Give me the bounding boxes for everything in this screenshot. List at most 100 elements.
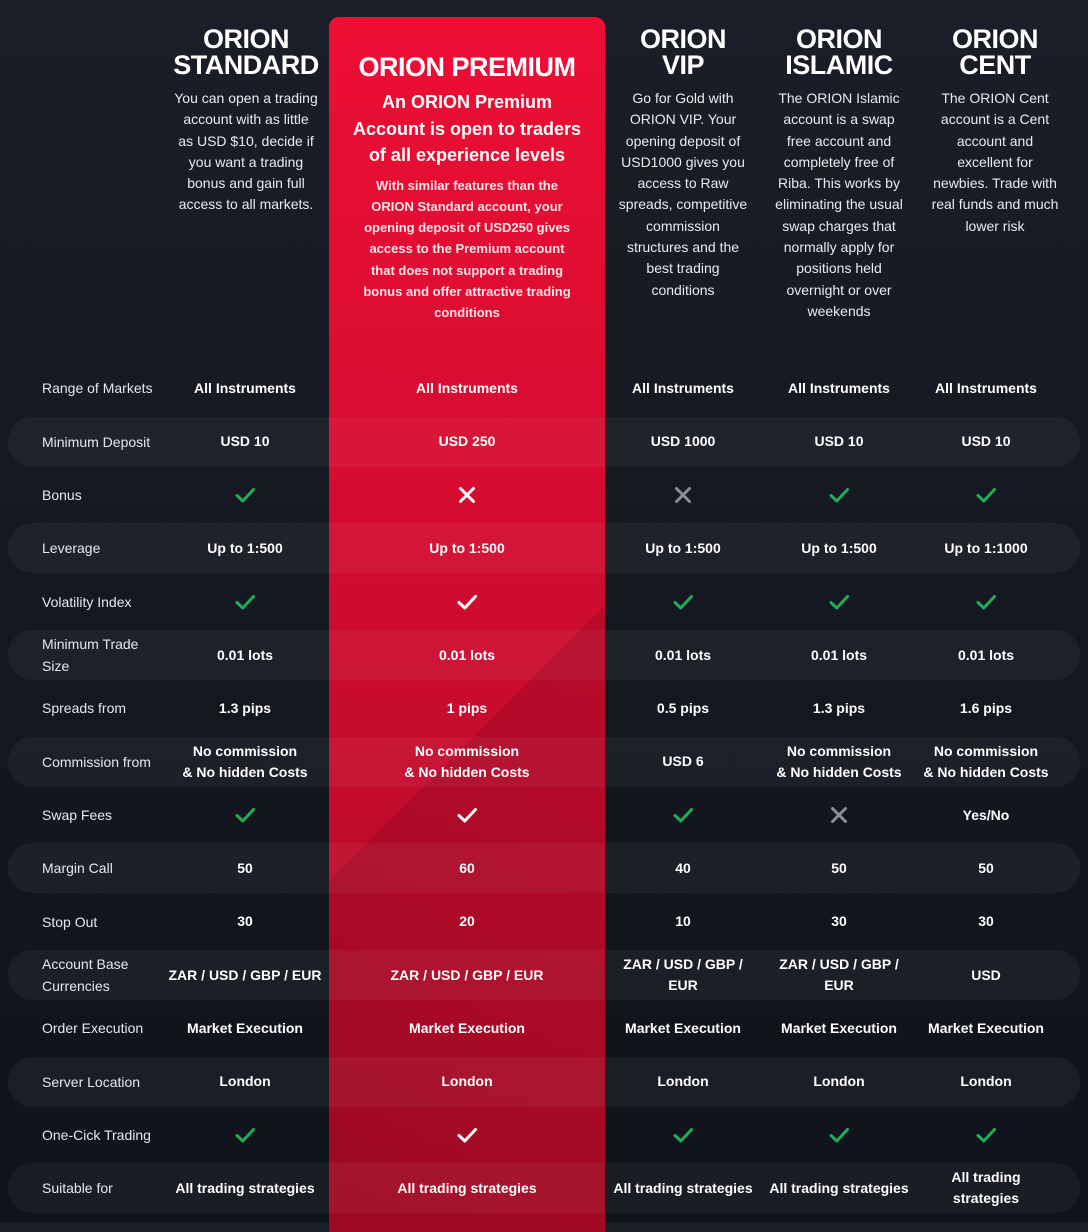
row-label: Volatility Index — [42, 593, 132, 610]
table-cell: 50 — [978, 859, 994, 876]
table-cell: USD 10 — [220, 433, 270, 449]
table-cell: Up to 1:500 — [801, 539, 877, 556]
row-label: Minimum Trade Size — [42, 636, 139, 674]
table-row-band — [8, 630, 1080, 680]
table-cell: USD 1000 — [650, 433, 716, 449]
table-cell: Market Execution — [928, 1019, 1044, 1036]
table-cell: 50 — [831, 859, 847, 876]
check-icon — [608, 789, 758, 842]
table-cell: London — [219, 1073, 271, 1089]
table-cell: 1.3 pips — [218, 699, 272, 716]
table-cell: Up to 1:500 — [207, 539, 283, 556]
check-icon — [911, 1109, 1061, 1162]
check-icon — [764, 469, 914, 522]
plan-description: The ORION Islamic account is a swap free… — [775, 90, 903, 319]
row-label: Account Base Currencies — [42, 956, 129, 994]
cross-icon — [608, 469, 758, 522]
table-cell: USD 10 — [814, 433, 864, 449]
table-cell: London — [441, 1073, 493, 1089]
check-icon — [764, 1109, 914, 1162]
table-cell: 0.01 lots — [810, 646, 868, 663]
table-cell: All Instruments — [194, 379, 296, 396]
table-cell: ZAR / USD / GBP / EUR — [779, 956, 899, 993]
table-cell: No commission & No hidden Costs — [776, 742, 902, 780]
row-label: Bonus — [42, 487, 82, 503]
table-cell: USD 250 — [438, 433, 496, 449]
check-icon — [764, 575, 914, 628]
table-row-band — [8, 1056, 1080, 1107]
row-label: One-Cick Trading — [42, 1127, 151, 1143]
plan-description: The ORION Cent account is a Cent account… — [931, 90, 1059, 234]
table-cell: Up to 1:500 — [645, 539, 721, 556]
table-cell: All Instruments — [935, 379, 1037, 396]
row-label: Margin Call — [42, 860, 113, 876]
plan-vip-header: ORION VIP Go for Gold with ORION VIP. Yo… — [608, 26, 758, 301]
table-cell: 0.01 lots — [438, 646, 496, 663]
table-cell: 60 — [459, 859, 475, 876]
table-cell: Up to 1:500 — [429, 539, 505, 556]
table-row-band — [8, 523, 1080, 573]
table-cell: No commission & No hidden Costs — [923, 742, 1049, 780]
cross-icon — [342, 469, 592, 522]
check-icon — [165, 789, 325, 842]
table-cell: All Instruments — [416, 379, 518, 396]
table-cell: ZAR / USD / GBP / EUR — [390, 966, 544, 983]
table-cell: ZAR / USD / GBP / EUR — [168, 966, 322, 983]
row-label: Server Location — [42, 1073, 141, 1090]
table-cell: 0.5 pips — [656, 699, 710, 716]
check-icon — [165, 469, 325, 522]
table-cell: All Instruments — [632, 379, 734, 396]
plan-title: ORION PREMIUM — [358, 52, 576, 82]
table-cell: Market Execution — [409, 1019, 525, 1036]
table-row-band — [8, 1163, 1080, 1213]
plan-subtitle: An ORION Premium Account is open to trad… — [352, 92, 582, 165]
table-cell: Up to 1:1000 — [944, 539, 1028, 556]
table-cell: 1 pips — [446, 699, 488, 716]
plan-title: ORION ISLAMIC — [785, 24, 893, 80]
table-cell: All trading strategies — [951, 1169, 1021, 1206]
check-icon — [911, 469, 1061, 522]
table-row-band — [8, 736, 1080, 787]
row-label: Leverage — [42, 540, 101, 556]
cross-icon — [764, 789, 914, 842]
table-row-band — [8, 843, 1080, 893]
premium-column-highlight — [329, 17, 605, 1232]
plan-cent-header: ORION CENT The ORION Cent account is a C… — [920, 26, 1070, 237]
table-cell: 0.01 lots — [216, 646, 274, 663]
check-icon — [911, 575, 1061, 628]
table-cell: 50 — [237, 859, 253, 876]
check-icon — [165, 575, 325, 628]
plan-description: Go for Gold with ORION VIP. Your opening… — [618, 90, 748, 298]
plan-description: You can open a trading account with as l… — [174, 90, 318, 213]
row-label: Minimum Deposit — [42, 433, 151, 450]
table-cell: All trading strategies — [769, 1179, 909, 1196]
table-cell: Market Execution — [625, 1019, 741, 1036]
row-label: Spreads from — [42, 700, 127, 716]
table-cell: 30 — [237, 913, 253, 929]
row-label: Suitable for — [42, 1180, 113, 1196]
table-cell: USD — [971, 966, 1001, 983]
table-cell: 0.01 lots — [654, 646, 712, 663]
table-cell: All trading strategies — [613, 1179, 753, 1196]
table-cell: Market Execution — [187, 1019, 303, 1036]
row-label: Range of Markets — [42, 380, 153, 396]
check-icon — [608, 575, 758, 628]
check-icon — [342, 575, 592, 628]
plan-title: ORION CENT — [951, 24, 1039, 80]
table-cell: 1.3 pips — [812, 699, 866, 716]
table-cell: ZAR / USD / GBP / EUR — [623, 956, 743, 993]
table-cell: No commission & No hidden Costs — [404, 742, 530, 780]
row-label: Stop Out — [42, 913, 98, 930]
table-cell: 0.01 lots — [957, 646, 1015, 663]
check-icon — [342, 1109, 592, 1162]
table-cell: 30 — [831, 913, 847, 929]
table-cell: All trading strategies — [397, 1179, 537, 1196]
table-cell: 20 — [459, 913, 475, 929]
plan-islamic-header: ORION ISLAMIC The ORION Islamic account … — [764, 26, 914, 322]
table-cell: USD 6 — [662, 753, 704, 769]
table-cell: USD 10 — [961, 433, 1011, 449]
table-cell: London — [813, 1073, 865, 1089]
plan-description: With similar features than the ORION Sta… — [363, 177, 571, 321]
table-cell: 40 — [675, 859, 691, 876]
table-cell: London — [960, 1073, 1012, 1089]
